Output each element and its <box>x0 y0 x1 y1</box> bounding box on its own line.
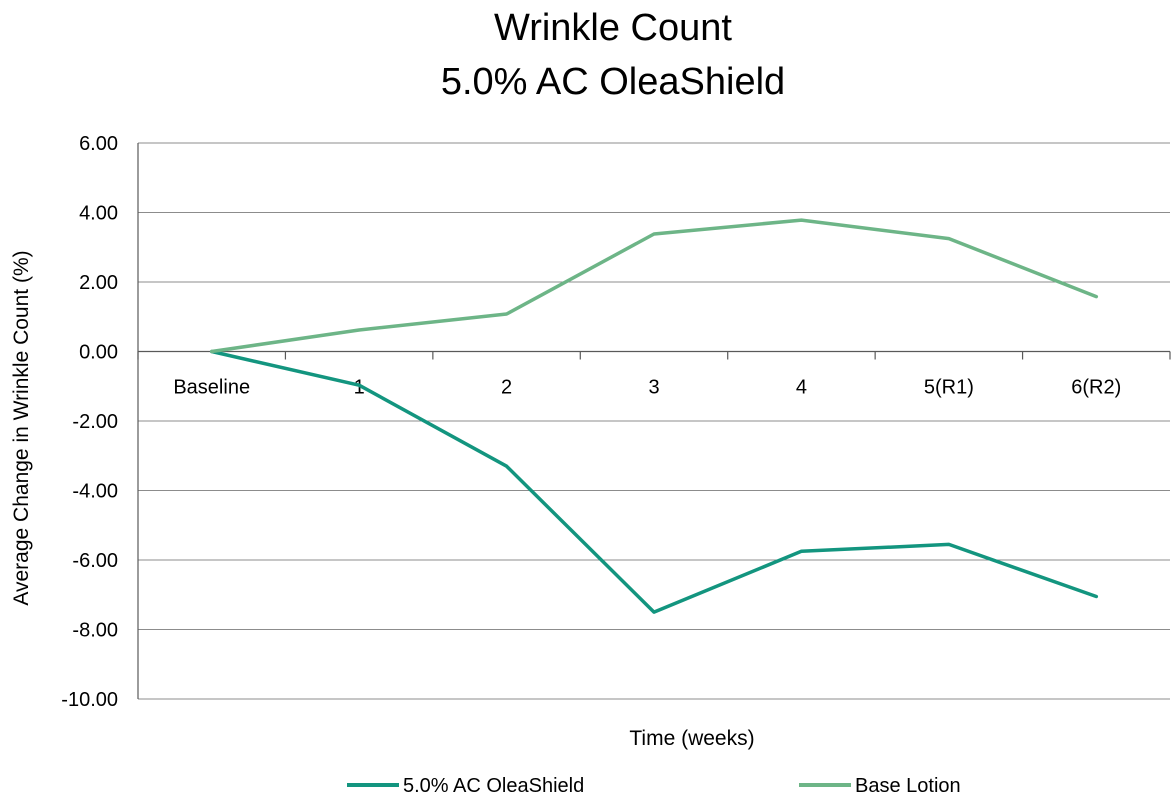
y-tick-label: 2.00 <box>79 272 118 294</box>
legend-label: Base Lotion <box>855 775 961 797</box>
gridlines <box>138 142 1170 700</box>
y-tick-label: -6.00 <box>72 550 118 572</box>
legend-label: 5.0% AC OleaShield <box>403 775 584 797</box>
x-axis-title: Time (weeks) <box>629 727 754 750</box>
y-tick-label: -2.00 <box>72 411 118 433</box>
x-tick-label: 1 <box>354 377 365 399</box>
x-tick-labels: Baseline 1 2 3 4 5(R1) 6(R2) <box>173 377 1121 399</box>
series-lines <box>209 218 1099 614</box>
series-line <box>209 349 1099 614</box>
y-tick-label: -10.00 <box>61 689 118 711</box>
x-tick-label: 4 <box>796 377 807 399</box>
y-axis-title: Average Change in Wrinkle Count (%) <box>10 250 33 605</box>
y-tick-label: -8.00 <box>72 620 118 642</box>
y-tick-label: 4.00 <box>79 203 118 225</box>
x-tick-label: 6(R2) <box>1071 377 1121 399</box>
legend: 5.0% AC OleaShield Base Lotion <box>347 775 961 797</box>
y-tick-labels: 6.00 4.00 2.00 0.00 -2.00 -4.00 -6.00 -8.00 -10.… <box>61 133 118 711</box>
series-line <box>209 218 1099 354</box>
chart-title-line-2: 5.0% AC OleaShield <box>441 61 785 103</box>
y-tick-label: -4.00 <box>72 481 118 503</box>
y-tick-label: 0.00 <box>79 342 118 364</box>
chart-title-line-1: Wrinkle Count <box>494 7 732 49</box>
axes <box>137 143 1171 699</box>
x-tick-label: 2 <box>501 377 512 399</box>
x-tick-label: 5(R1) <box>924 377 974 399</box>
x-tick-label: 3 <box>648 377 659 399</box>
y-tick-label: 6.00 <box>79 133 118 155</box>
x-tick-label: Baseline <box>173 377 250 399</box>
